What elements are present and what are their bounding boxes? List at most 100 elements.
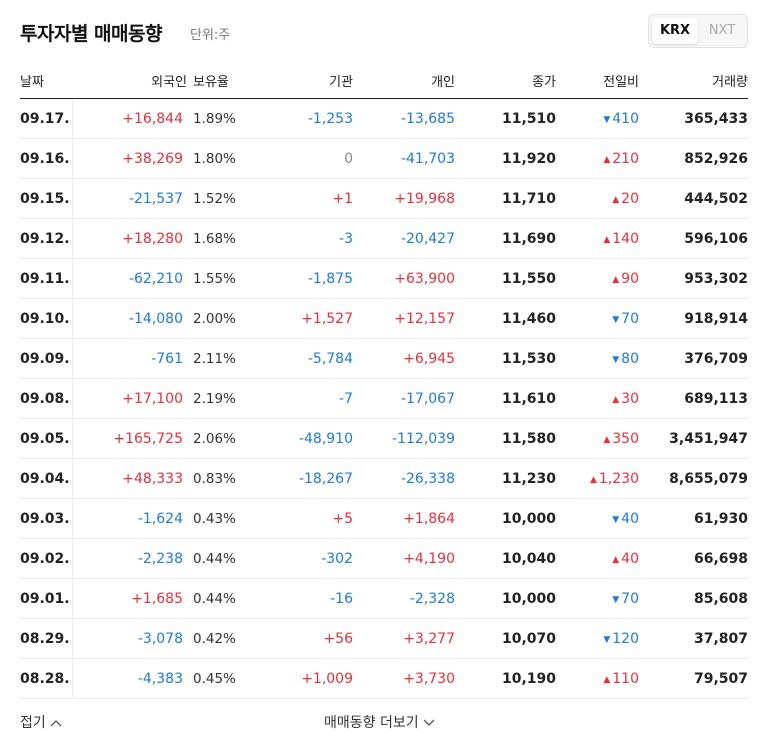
triangle-down-icon: ▼ xyxy=(612,594,620,605)
volume-cell: 918,914 xyxy=(639,298,748,339)
table-row: 09.12. +18,280 1.68% -3 -20,427 11,690 ▲ 140 596… xyxy=(20,218,748,259)
individual-cell: -41,703 xyxy=(353,138,455,179)
date-cell: 09.10. xyxy=(20,298,72,339)
triangle-up-icon: ▲ xyxy=(603,674,611,685)
close-cell: 10,000 xyxy=(455,578,556,619)
individual-cell: +3,730 xyxy=(353,658,455,699)
ratio-cell: 0.43% xyxy=(187,498,257,539)
volume-cell: 85,608 xyxy=(639,578,748,619)
triangle-up-icon: ▲ xyxy=(603,234,611,245)
column-header-volume: 거래량 xyxy=(639,62,748,99)
ratio-cell: 0.44% xyxy=(187,538,257,579)
change-value: 410 xyxy=(612,110,639,127)
foreign-cell: -2,238 xyxy=(72,538,187,579)
change-cell: ▲ 1,230 xyxy=(556,458,639,499)
column-header-foreign: 외국인 xyxy=(72,62,187,99)
tab-krx[interactable]: KRX xyxy=(652,18,698,44)
date-cell: 09.17. xyxy=(20,98,72,139)
ratio-cell: 1.68% xyxy=(187,218,257,259)
date-cell: 08.29. xyxy=(20,618,72,659)
table-row: 08.28. -4,383 0.45% +1,009 +3,730 10,190 ▲ 110 7… xyxy=(20,658,748,699)
institution-cell: +1,009 xyxy=(257,658,353,699)
table-row: 08.29. -3,078 0.42% +56 +3,277 10,070 ▼ 120 37,8… xyxy=(20,618,748,659)
foreign-cell: +17,100 xyxy=(72,378,187,419)
table-row: 09.03. -1,624 0.43% +5 +1,864 10,000 ▼ 40 61,930 xyxy=(20,498,748,539)
table-footer: 접기 매매동향 더보기 xyxy=(20,712,748,734)
foreign-cell: -4,383 xyxy=(72,658,187,699)
change-cell: ▲ 210 xyxy=(556,138,639,179)
close-cell: 11,610 xyxy=(455,378,556,419)
volume-cell: 852,926 xyxy=(639,138,748,179)
section-header: 투자자별 매매동향 단위:주 KRX NXT xyxy=(20,14,748,50)
table-row: 09.16. +38,269 1.80% 0 -41,703 11,920 ▲ 210 852,… xyxy=(20,138,748,179)
column-header-close: 종가 xyxy=(455,62,556,99)
date-cell: 09.02. xyxy=(20,538,72,579)
ratio-cell: 2.19% xyxy=(187,378,257,419)
change-cell: ▼ 80 xyxy=(556,338,639,379)
volume-cell: 376,709 xyxy=(639,338,748,379)
table-row: 09.09. -761 2.11% -5,784 +6,945 11,530 ▼ 80 376,… xyxy=(20,338,748,379)
change-cell: ▼ 410 xyxy=(556,98,639,139)
foreign-cell: -14,080 xyxy=(72,298,187,339)
individual-cell: +3,277 xyxy=(353,618,455,659)
institution-cell: +56 xyxy=(257,618,353,659)
table-row: 09.08. +17,100 2.19% -7 -17,067 11,610 ▲ 30 689,… xyxy=(20,378,748,419)
institution-cell: +1 xyxy=(257,178,353,219)
institution-cell: -7 xyxy=(257,378,353,419)
close-cell: 11,710 xyxy=(455,178,556,219)
institution-cell: +5 xyxy=(257,498,353,539)
individual-cell: -17,067 xyxy=(353,378,455,419)
more-trading-label: 매매동향 더보기 xyxy=(324,715,419,731)
foreign-cell: -761 xyxy=(72,338,187,379)
institution-cell: -16 xyxy=(257,578,353,619)
ratio-cell: 0.83% xyxy=(187,458,257,499)
table-body: 09.17. +16,844 1.89% -1,253 -13,685 11,510 ▼ 41… xyxy=(20,98,748,699)
foreign-cell: -21,537 xyxy=(72,178,187,219)
column-header-change: 전일비 xyxy=(556,62,639,99)
triangle-up-icon: ▲ xyxy=(612,554,620,565)
change-value: 1,230 xyxy=(598,470,639,487)
change-value: 350 xyxy=(612,430,639,447)
tab-nxt[interactable]: NXT xyxy=(708,23,736,38)
ratio-cell: 1.80% xyxy=(187,138,257,179)
close-cell: 10,040 xyxy=(455,538,556,579)
institution-cell: 0 xyxy=(257,138,353,179)
individual-cell: +6,945 xyxy=(353,338,455,379)
more-trading-button[interactable]: 매매동향 더보기 xyxy=(324,712,435,732)
change-value: 40 xyxy=(621,550,639,567)
change-cell: ▼ 70 xyxy=(556,298,639,339)
foreign-cell: +165,725 xyxy=(72,418,187,459)
change-cell: ▲ 30 xyxy=(556,378,639,419)
close-cell: 11,920 xyxy=(455,138,556,179)
ratio-cell: 2.00% xyxy=(187,298,257,339)
date-cell: 09.03. xyxy=(20,498,72,539)
individual-cell: +4,190 xyxy=(353,538,455,579)
investor-trading-table: 날짜 외국인 보유율 기관 개인 종가 전일비 거래량 09.17. +16,84… xyxy=(20,62,748,699)
fold-button[interactable]: 접기 xyxy=(20,712,62,732)
change-cell: ▲ 350 xyxy=(556,418,639,459)
triangle-down-icon: ▼ xyxy=(612,354,620,365)
close-cell: 11,690 xyxy=(455,218,556,259)
table-row: 09.05. +165,725 2.06% -48,910 -112,039 11,580… xyxy=(20,418,748,459)
foreign-cell: +48,333 xyxy=(72,458,187,499)
individual-cell: -13,685 xyxy=(353,98,455,139)
triangle-up-icon: ▲ xyxy=(589,474,597,485)
ratio-cell: 1.89% xyxy=(187,98,257,139)
foreign-cell: +38,269 xyxy=(72,138,187,179)
individual-cell: -20,427 xyxy=(353,218,455,259)
individual-cell: +12,157 xyxy=(353,298,455,339)
institution-cell: -48,910 xyxy=(257,418,353,459)
triangle-down-icon: ▼ xyxy=(603,114,611,125)
triangle-up-icon: ▲ xyxy=(603,154,611,165)
change-cell: ▼ 120 xyxy=(556,618,639,659)
volume-cell: 3,451,947 xyxy=(639,418,748,459)
column-header-institution: 기관 xyxy=(257,62,353,99)
section-title: 투자자별 매매동향 xyxy=(20,23,162,45)
unit-label: 단위:주 xyxy=(190,28,231,43)
change-value: 70 xyxy=(621,310,639,327)
close-cell: 10,000 xyxy=(455,498,556,539)
change-cell: ▲ 110 xyxy=(556,658,639,699)
ratio-cell: 2.11% xyxy=(187,338,257,379)
change-cell: ▲ 40 xyxy=(556,538,639,579)
column-header-individual: 개인 xyxy=(353,62,455,99)
